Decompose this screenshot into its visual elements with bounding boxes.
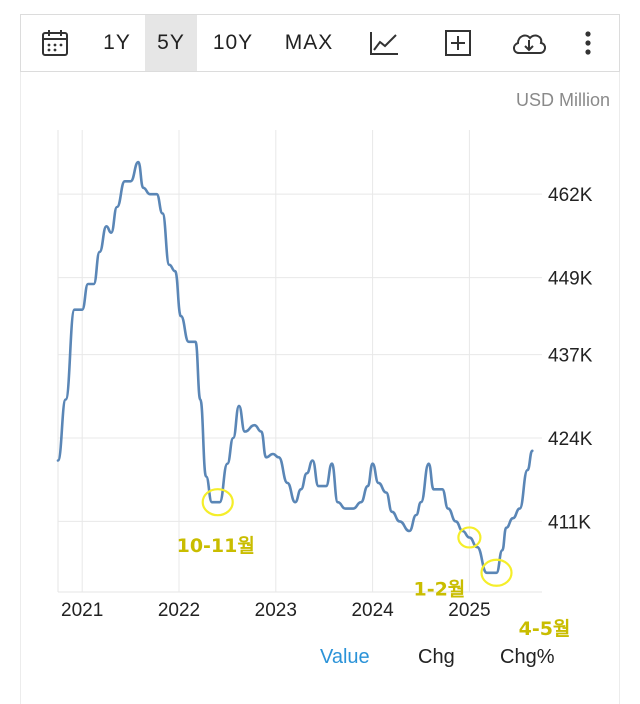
- x-tick-label: 2022: [158, 600, 200, 621]
- y-tick-label: 462K: [548, 185, 593, 206]
- range-max-button[interactable]: MAX: [284, 31, 334, 54]
- line-chart-icon[interactable]: [363, 15, 405, 71]
- y-tick-label: 449K: [548, 269, 593, 290]
- unit-label: USD Million: [515, 90, 610, 110]
- y-tick-label: 411K: [548, 512, 591, 533]
- y-tick-label: 424K: [548, 429, 593, 450]
- more-vertical-icon[interactable]: [573, 15, 603, 71]
- calendar-icon[interactable]: [35, 15, 75, 71]
- x-tick-label: 2021: [61, 600, 103, 621]
- annotation-circle: [480, 558, 513, 587]
- range-10y-button[interactable]: 10Y: [212, 31, 254, 54]
- chart-panel: [20, 72, 620, 704]
- annotation-label: 10-11월: [177, 535, 255, 557]
- legend-value-tab[interactable]: Value: [320, 646, 370, 668]
- annotation-circle: [457, 526, 482, 549]
- annotation-label: 1-2월: [413, 578, 465, 600]
- legend-chg-tab[interactable]: Chg: [418, 646, 455, 668]
- range-1y-button[interactable]: 1Y: [103, 31, 131, 54]
- annotation-circle: [201, 488, 234, 517]
- plus-square-icon[interactable]: [437, 15, 479, 71]
- toolbar: 1Y 5Y 10Y MAX: [20, 14, 620, 72]
- y-tick-label: 437K: [548, 346, 593, 367]
- series-line: [56, 160, 534, 575]
- x-tick-label: 2023: [255, 600, 297, 621]
- cloud-download-icon[interactable]: [507, 15, 551, 71]
- annotation-label: 4-5월: [519, 618, 571, 640]
- x-tick-label: 2024: [351, 600, 394, 621]
- x-tick-label: 2025: [448, 600, 490, 621]
- legend-chg-pct-tab[interactable]: Chg%: [500, 646, 555, 668]
- range-5y-button[interactable]: 5Y: [145, 15, 197, 71]
